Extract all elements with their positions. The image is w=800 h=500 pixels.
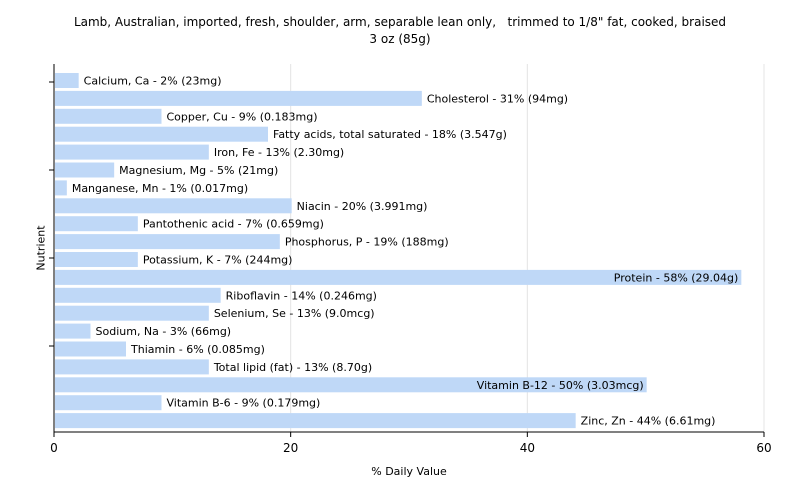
bar-label: Selenium, Se - 13% (9.0mcg) (214, 307, 375, 320)
bar (55, 252, 138, 267)
chart-title-line: Lamb, Australian, imported, fresh, shoul… (73, 15, 727, 29)
bar-label: Zinc, Zn - 44% (6.61mg) (581, 415, 716, 428)
bar-label: Vitamin B-12 - 50% (3.03mcg) (477, 379, 644, 392)
bar-label: Manganese, Mn - 1% (0.017mg) (72, 182, 248, 195)
bar (55, 305, 209, 321)
chart-subtitle: 3 oz (85g) (369, 32, 431, 46)
bars: Calcium, Ca - 2% (23mg) Cholesterol - 31%… (55, 73, 742, 429)
bar-label: Thiamin - 6% (0.085mg) (130, 343, 265, 356)
bar (55, 341, 126, 357)
bar-label: Fatty acids, total saturated - 18% (3.54… (273, 128, 507, 141)
axes: 0 20 40 60 (49, 64, 772, 455)
bar (55, 198, 292, 214)
bar-label: Potassium, K - 7% (244mg) (143, 254, 293, 267)
bar (55, 323, 91, 339)
bar (55, 395, 162, 411)
bar (55, 180, 67, 196)
bar (55, 359, 209, 375)
chart-title: Lamb, Australian, imported, fresh, shoul… (0, 14, 800, 48)
x-tick-label: 40 (520, 441, 535, 455)
bar-label: Riboflavin - 14% (0.246mg) (226, 289, 377, 302)
bar-label: Total lipid (fat) - 13% (8.70g) (213, 361, 372, 374)
x-axis-label: % Daily Value (371, 465, 447, 478)
bar (55, 126, 268, 142)
bar-label: Cholesterol - 31% (94mg) (427, 92, 568, 105)
bar (55, 144, 209, 160)
bar-label: Vitamin B-6 - 9% (0.179mg) (167, 397, 321, 410)
bar-label: Niacin - 20% (3.991mg) (297, 200, 428, 213)
bar (55, 269, 742, 285)
bar (55, 377, 647, 393)
bar-label: Calcium, Ca - 2% (23mg) (84, 75, 222, 88)
bar (55, 413, 576, 429)
bar-label: Magnesium, Mg - 5% (21mg) (119, 164, 278, 177)
bar (55, 108, 162, 124)
x-tick-label: 60 (756, 441, 771, 455)
bar-label: Pantothenic acid - 7% (0.659mg) (143, 218, 324, 231)
x-tick-label: 0 (50, 441, 58, 455)
bar (55, 90, 422, 106)
bar (55, 162, 115, 178)
y-axis-label: Nutrient (34, 225, 48, 271)
bar (55, 216, 138, 232)
x-tick-label: 20 (283, 441, 298, 455)
bar (55, 73, 79, 88)
bar-label: Sodium, Na - 3% (66mg) (96, 325, 232, 338)
bar-label: Iron, Fe - 13% (2.30mg) (214, 146, 344, 159)
bar-label: Protein - 58% (29.04g) (614, 271, 739, 284)
bar-label: Copper, Cu - 9% (0.183mg) (167, 110, 318, 123)
bar (55, 234, 280, 250)
bar-label: Phosphorus, P - 19% (188mg) (285, 236, 449, 249)
bar (55, 287, 221, 303)
